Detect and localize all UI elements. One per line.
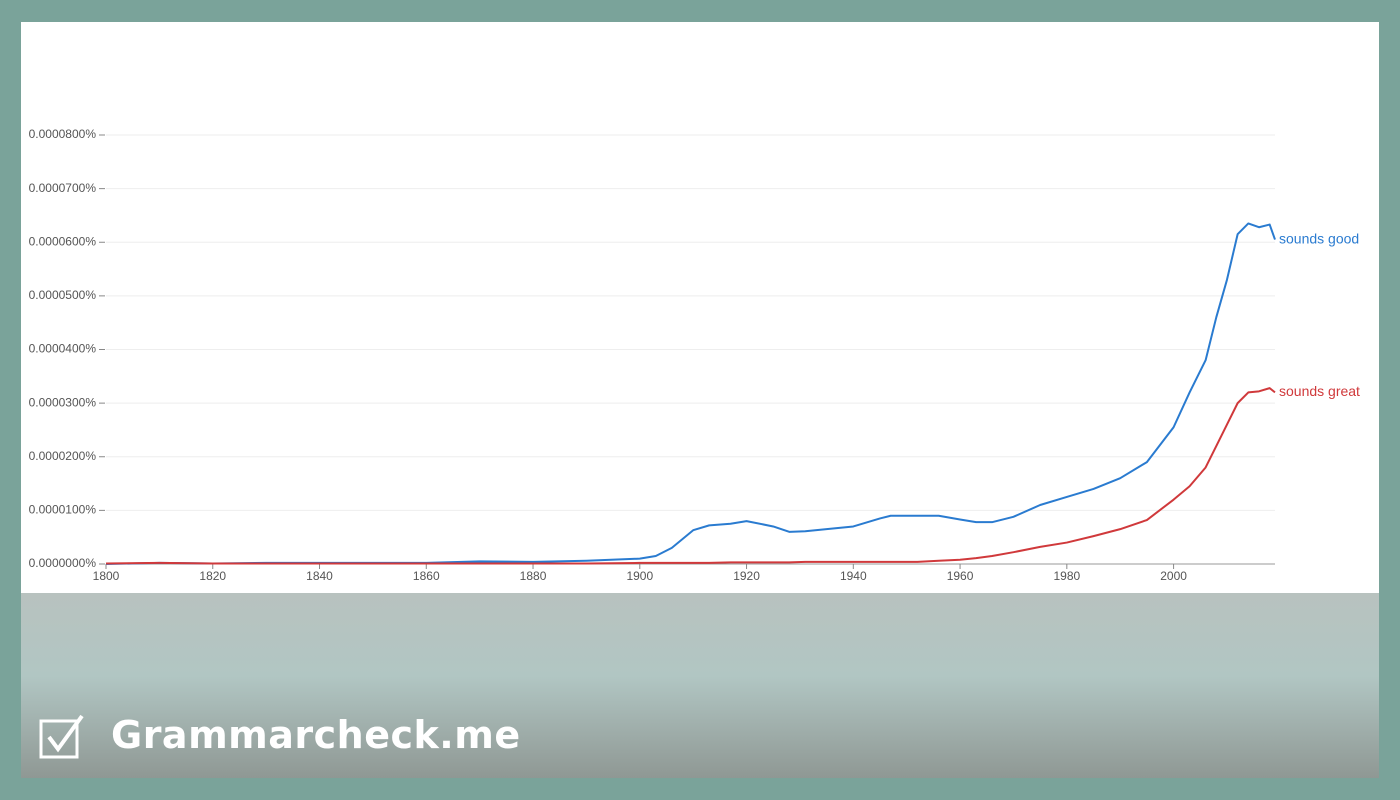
x-tick-label: 2000 bbox=[1160, 569, 1187, 583]
y-tick-label: 0.0000100% bbox=[29, 503, 97, 517]
chart-panel bbox=[21, 22, 1379, 593]
footer: Grammarcheck.me bbox=[21, 593, 1379, 778]
x-tick-label: 1820 bbox=[199, 569, 226, 583]
x-tick-label: 1840 bbox=[306, 569, 333, 583]
brand: Grammarcheck.me bbox=[111, 713, 521, 757]
x-tick-label: 1800 bbox=[93, 569, 120, 583]
x-tick-label: 1980 bbox=[1053, 569, 1080, 583]
line bbox=[105, 387, 1276, 565]
y-tick-label: 0.0000000% bbox=[29, 556, 97, 570]
x-tick-label: 1920 bbox=[733, 569, 760, 583]
x-tick-label: 1860 bbox=[413, 569, 440, 583]
x-tick-label: 1900 bbox=[626, 569, 653, 583]
y-tick-label: 0.0000200% bbox=[29, 449, 97, 463]
x-tick-label: 1880 bbox=[520, 569, 547, 583]
chart: 0.0000000% 0.0000100% 0.0000200% 0.0000300%… bbox=[29, 127, 1360, 583]
x-tick-label: 1960 bbox=[947, 569, 974, 583]
y-tick-label: 0.0000800% bbox=[29, 127, 97, 141]
series-label: sounds good bbox=[1279, 230, 1359, 246]
y-tick-label: 0.0000400% bbox=[29, 342, 97, 356]
series-label: sounds great bbox=[1279, 383, 1360, 399]
check-icon bbox=[39, 714, 84, 759]
y-tick-label: 0.0000300% bbox=[29, 395, 97, 409]
y-tick-label: 0.0000500% bbox=[29, 288, 97, 302]
x-tick-label: 1940 bbox=[840, 569, 867, 583]
line bbox=[105, 222, 1276, 565]
y-tick-label: 0.0000700% bbox=[29, 181, 97, 195]
y-tick-label: 0.0000600% bbox=[29, 234, 97, 248]
